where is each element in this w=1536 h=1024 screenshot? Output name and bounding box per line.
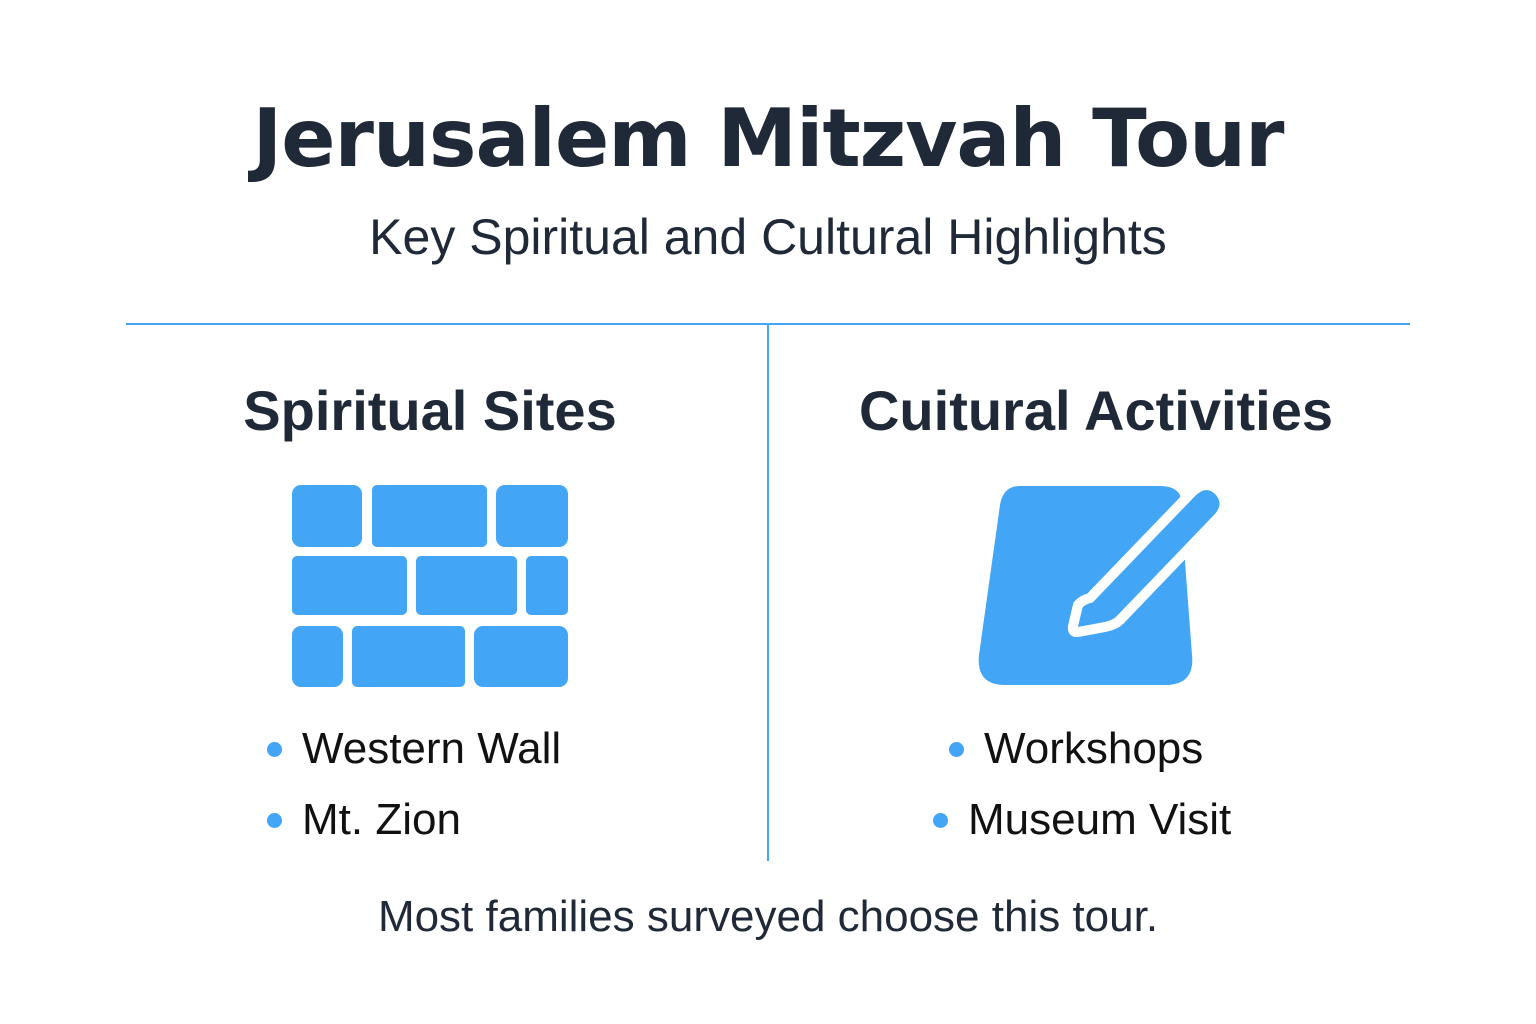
bullet-icon [267, 812, 282, 828]
horizontal-divider [126, 323, 1410, 325]
notepad-pencil-icon [978, 480, 1230, 685]
bullet-icon [949, 741, 964, 757]
list-item-label: Workshops [984, 724, 1204, 773]
list-item-label: Mt. Zion [302, 795, 461, 844]
page-subtitle: Key Spiritual and Cultural Highlights [369, 209, 1167, 265]
page-title: Jerusalem Mitzvah Tour [252, 92, 1284, 185]
list-item-label: Western Wall [302, 724, 562, 773]
list-item-label: Museum Visit [968, 795, 1232, 844]
footer-note: Most families surveyed choose this tour. [377, 892, 1159, 941]
list-item: Mt. Zion [267, 795, 461, 845]
column-heading-spiritual: Spiritual Sites [243, 379, 617, 442]
list-item: Workshops [949, 724, 1203, 774]
list-item: Western Wall [267, 724, 561, 774]
list-item: Museum Visit [933, 795, 1231, 845]
vertical-divider [767, 325, 769, 861]
brick-wall-icon [292, 485, 568, 687]
bullet-icon [267, 741, 282, 757]
column-heading-cultural: Cuitural Activities [858, 379, 1334, 442]
bullet-icon [933, 812, 948, 828]
